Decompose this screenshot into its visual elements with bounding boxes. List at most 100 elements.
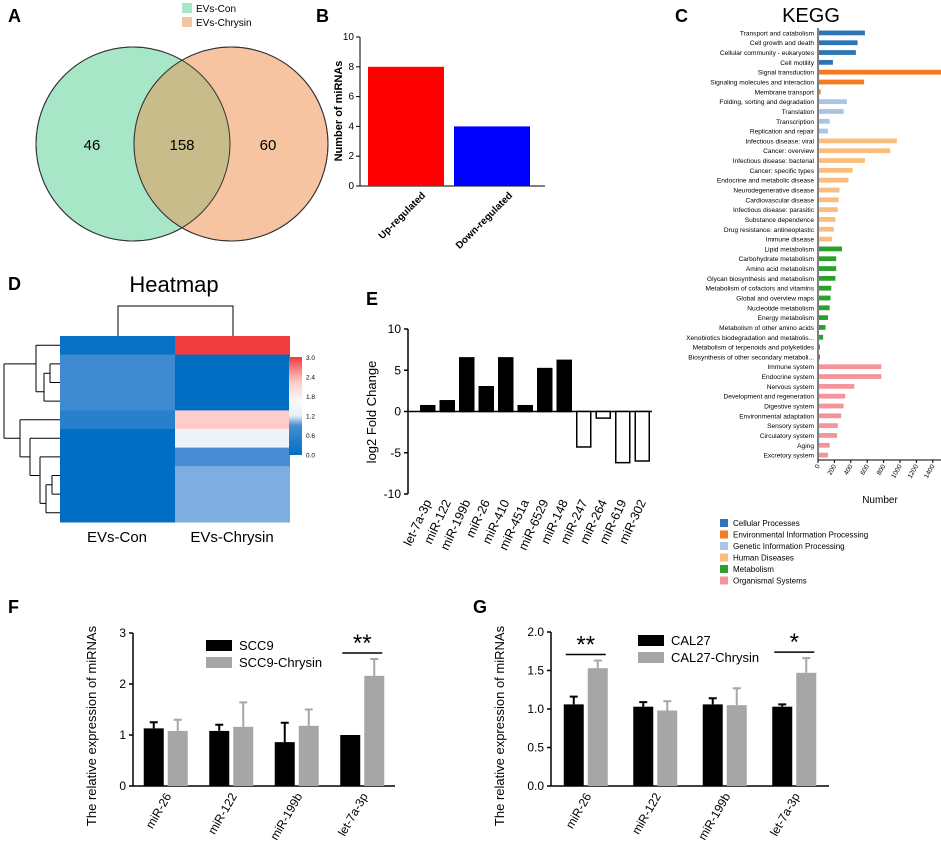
- chart-b-xtick-0: Up-regulated: [377, 190, 428, 241]
- chart-c-xtick-label: 1400: [923, 463, 937, 479]
- chart-c-bar: [819, 305, 830, 311]
- chart-g-ytick-label: 0.0: [527, 779, 544, 793]
- chart-g-bar-control: [563, 704, 584, 786]
- chart-c-category-label: Excretory system: [763, 453, 814, 460]
- chart-c-title: KEGG: [782, 5, 840, 27]
- chart-c-xlabel: Number: [862, 495, 898, 506]
- chart-e-ytick-label: 10: [388, 322, 402, 336]
- chart-c-legend-swatch: [720, 542, 728, 550]
- chart-d-colorbar: [289, 357, 302, 455]
- chart-d-cell: [175, 354, 290, 374]
- chart-c-bar: [819, 246, 842, 252]
- chart-f-bar-chrysin: [233, 726, 254, 786]
- chart-f-significance-label: **: [353, 630, 372, 657]
- chart-g-bar-chrysin: [657, 710, 678, 786]
- chart-b-ylabel: Number of miRNAs: [333, 61, 345, 162]
- chart-d-cell: [60, 466, 175, 486]
- chart-c-category-label: Nucleotide metabolism: [747, 305, 814, 312]
- chart-e-fold-change: log2 Fold Change -10-50510let-7a-3pmiR-1…: [364, 322, 652, 552]
- chart-g-error-bar: [708, 697, 717, 705]
- chart-g-xtick-label: miR-199b: [695, 790, 733, 842]
- venn-count-left: 46: [84, 137, 101, 154]
- chart-c-bar: [819, 285, 832, 291]
- chart-c-category-label: Metabolism of cofactors and vitamins: [706, 286, 815, 293]
- chart-c-bar: [819, 236, 833, 242]
- chart-c-bar: [819, 30, 865, 36]
- venn-legend-con: EVs-Con: [196, 4, 236, 15]
- venn-legend-swatch-con: [182, 3, 192, 13]
- chart-f-legend-label: SCC9-Chrysin: [239, 655, 322, 670]
- chart-c-category-label: Aging: [797, 443, 814, 450]
- chart-c-legend-label: Human Diseases: [733, 554, 794, 563]
- chart-g-error-bar: [663, 700, 672, 711]
- chart-c-bar: [819, 403, 844, 409]
- chart-f-error-bar: [173, 718, 182, 731]
- chart-c-category-label: Xenobiotics biodegradation and metabolis…: [686, 335, 814, 342]
- chart-d-cell: [60, 354, 175, 374]
- chart-f-bar-control: [340, 735, 361, 786]
- chart-c-category-label: Cancer: specific types: [750, 168, 815, 175]
- chart-f-ytick-label: 1: [119, 728, 126, 742]
- chart-f-error-bar: [215, 723, 224, 731]
- chart-d-cell: [175, 410, 290, 430]
- chart-c-category-label: Cell growth and death: [750, 40, 814, 47]
- chart-c-legend-label: Metabolism: [733, 565, 774, 574]
- chart-f-bar-control: [274, 742, 295, 786]
- venn-diagram: 46 158 60 EVs-Con EVs-Chrysin: [35, 3, 329, 242]
- chart-g-bar-control: [702, 704, 723, 786]
- chart-e-bar-3: [478, 386, 494, 413]
- chart-d-col-label-0: EVs-Con: [87, 529, 147, 546]
- chart-g-ytick-label: 1.0: [527, 702, 544, 716]
- chart-c-category-label: Signal transduction: [758, 70, 814, 77]
- chart-g-xtick-label: let-7a-3p: [767, 790, 803, 838]
- chart-g-error-bar: [802, 657, 811, 673]
- chart-c-category-label: Replication and repair: [750, 129, 815, 136]
- chart-c-bar: [819, 177, 849, 183]
- chart-g-error-bar: [639, 701, 648, 707]
- chart-e-bar-8: [576, 410, 592, 448]
- chart-f-bar-control: [143, 728, 164, 786]
- chart-f-error-bar: [304, 708, 313, 726]
- panel-label-a: A: [8, 6, 21, 26]
- chart-f-xtick-label: miR-122: [205, 790, 240, 837]
- chart-c-bar: [819, 354, 820, 360]
- chart-f-ytick-label: 3: [119, 626, 126, 640]
- chart-c-bar: [819, 393, 846, 399]
- chart-f-legend-label: SCC9: [239, 638, 274, 653]
- chart-g-xtick-label: miR-122: [629, 790, 664, 837]
- chart-c-category-label: Metabolism of terpenoids and polyketides: [693, 345, 815, 352]
- chart-f-ytick-label: 2: [119, 677, 126, 691]
- chart-c-bar: [819, 442, 830, 448]
- chart-c-bar: [819, 99, 847, 105]
- panel-label-d: D: [8, 274, 21, 294]
- chart-d-cell: [60, 484, 175, 504]
- chart-c-bar: [819, 344, 820, 350]
- chart-g-bar-chrysin: [726, 705, 747, 786]
- chart-c-bar: [819, 334, 824, 340]
- chart-c-bar: [819, 452, 829, 458]
- chart-g-ytick-label: 1.5: [527, 664, 544, 678]
- chart-e-bar-1: [439, 400, 455, 413]
- chart-g-error-bar: [778, 703, 787, 707]
- chart-c-bar: [819, 256, 837, 262]
- chart-c-category-label: Circulatory system: [760, 433, 815, 440]
- chart-c-bar: [819, 40, 858, 46]
- venn-legend-chrysin: EVs-Chrysin: [196, 18, 252, 29]
- chart-d-colorbar-label: 3.0: [306, 355, 315, 362]
- chart-c-bar: [819, 187, 840, 193]
- panel-label-f: F: [8, 597, 19, 617]
- chart-c-xtick-label: 1200: [907, 463, 921, 479]
- chart-e-bar-2: [459, 357, 475, 413]
- chart-b-ytick-label: 8: [348, 62, 354, 73]
- chart-c-category-label: Global and overview maps: [736, 296, 814, 303]
- chart-c-category-label: Carbohydrate metabolism: [739, 256, 815, 263]
- panel-label-b: B: [316, 6, 329, 26]
- chart-c-category-label: Translation: [782, 109, 815, 116]
- chart-c-category-label: Infectious disease: viral: [745, 138, 814, 145]
- chart-c-category-label: Signaling molecules and interaction: [710, 80, 814, 87]
- chart-f-error-bar: [239, 701, 248, 727]
- chart-d-cell: [175, 429, 290, 449]
- chart-c-bar: [819, 413, 842, 419]
- chart-c-bar: [819, 89, 821, 95]
